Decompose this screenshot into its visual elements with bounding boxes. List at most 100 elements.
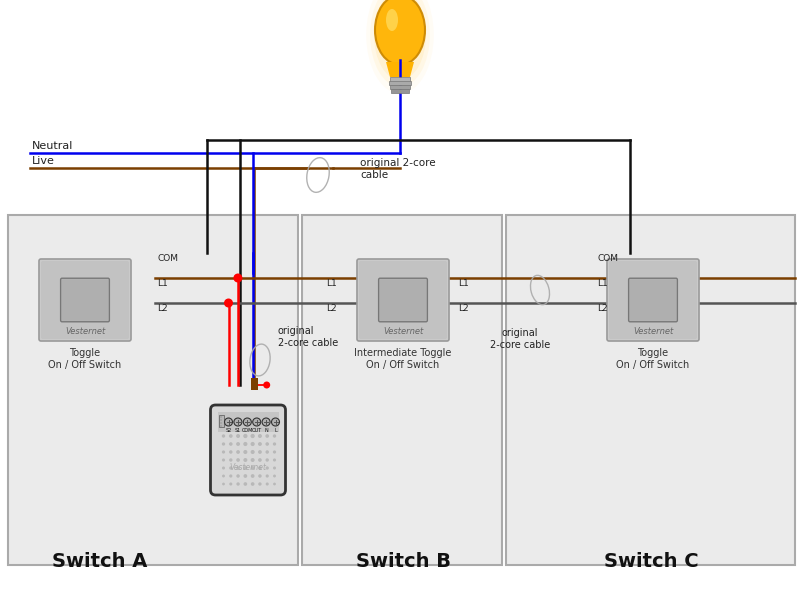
FancyBboxPatch shape [380,279,426,321]
Ellipse shape [374,0,426,80]
Circle shape [266,475,269,478]
Circle shape [236,442,240,446]
Text: original
2-core cable: original 2-core cable [490,328,550,350]
Circle shape [273,458,276,461]
Text: L2: L2 [597,304,608,313]
Circle shape [263,382,270,389]
Circle shape [243,434,247,438]
Ellipse shape [370,0,430,87]
Circle shape [258,466,262,470]
Text: Switch A: Switch A [52,552,148,571]
Text: L1: L1 [597,279,608,288]
Circle shape [229,475,232,478]
Text: N: N [264,428,268,433]
Circle shape [273,467,276,469]
Text: L1: L1 [157,279,168,288]
Circle shape [251,482,254,486]
FancyBboxPatch shape [210,405,286,495]
Text: OUT: OUT [251,428,262,433]
Text: Vesternet: Vesternet [383,326,423,335]
FancyBboxPatch shape [608,260,698,340]
Circle shape [236,458,240,462]
Circle shape [229,450,233,454]
FancyBboxPatch shape [302,215,502,565]
Circle shape [229,434,233,438]
Circle shape [229,442,233,446]
Circle shape [230,482,232,485]
Circle shape [222,458,225,461]
Text: Intermediate Toggle
On / Off Switch: Intermediate Toggle On / Off Switch [354,348,452,370]
FancyBboxPatch shape [609,261,697,339]
Text: Toggle
On / Off Switch: Toggle On / Off Switch [48,348,122,370]
FancyBboxPatch shape [41,261,129,339]
Circle shape [258,474,262,478]
FancyBboxPatch shape [378,278,427,322]
Circle shape [243,458,247,462]
Circle shape [236,450,240,454]
Text: S2: S2 [226,428,232,433]
Circle shape [220,416,222,418]
Circle shape [266,466,269,470]
Circle shape [273,434,276,438]
Text: COM: COM [242,428,253,433]
FancyBboxPatch shape [218,412,278,432]
Circle shape [258,434,262,438]
Text: COM: COM [597,254,618,263]
FancyBboxPatch shape [630,279,676,321]
Ellipse shape [366,0,434,94]
Text: Neutral: Neutral [32,141,74,151]
FancyBboxPatch shape [61,278,110,322]
Circle shape [234,418,242,426]
FancyBboxPatch shape [359,261,447,339]
Circle shape [236,466,240,470]
FancyBboxPatch shape [389,81,411,85]
Text: L1: L1 [458,279,469,288]
Circle shape [236,482,240,485]
Circle shape [266,458,269,461]
Ellipse shape [386,9,398,31]
Text: original 2-core
cable: original 2-core cable [360,158,436,179]
Circle shape [224,298,233,307]
Circle shape [243,474,247,478]
Circle shape [266,442,269,446]
Circle shape [266,450,269,454]
Text: L2: L2 [458,304,469,313]
Polygon shape [386,62,414,77]
Circle shape [222,451,225,454]
Text: L1: L1 [326,279,337,288]
Circle shape [271,418,279,426]
Text: Live: Live [32,156,55,166]
Circle shape [222,467,225,469]
FancyBboxPatch shape [506,215,795,565]
Circle shape [222,482,225,485]
FancyBboxPatch shape [62,279,108,321]
Circle shape [243,450,247,454]
FancyBboxPatch shape [607,259,699,341]
Text: L2: L2 [326,304,337,313]
Text: Switch C: Switch C [604,552,698,571]
Text: Toggle
On / Off Switch: Toggle On / Off Switch [616,348,690,370]
Circle shape [243,442,247,446]
Circle shape [253,418,261,426]
Circle shape [243,418,251,426]
Circle shape [266,434,269,438]
Circle shape [273,442,276,446]
Circle shape [222,442,225,446]
FancyBboxPatch shape [40,260,130,340]
FancyBboxPatch shape [39,259,131,341]
Circle shape [273,475,276,478]
Circle shape [229,466,233,470]
Text: L2: L2 [157,304,168,313]
Text: COM: COM [157,254,178,263]
FancyBboxPatch shape [390,77,410,82]
Circle shape [250,450,254,454]
Circle shape [229,458,233,461]
Ellipse shape [375,0,425,65]
FancyBboxPatch shape [629,278,678,322]
Text: Vesternet: Vesternet [230,463,266,473]
Text: Vesternet: Vesternet [65,326,105,335]
Circle shape [250,434,254,438]
FancyBboxPatch shape [391,89,409,93]
Text: Switch B: Switch B [355,552,450,571]
Circle shape [258,482,262,485]
